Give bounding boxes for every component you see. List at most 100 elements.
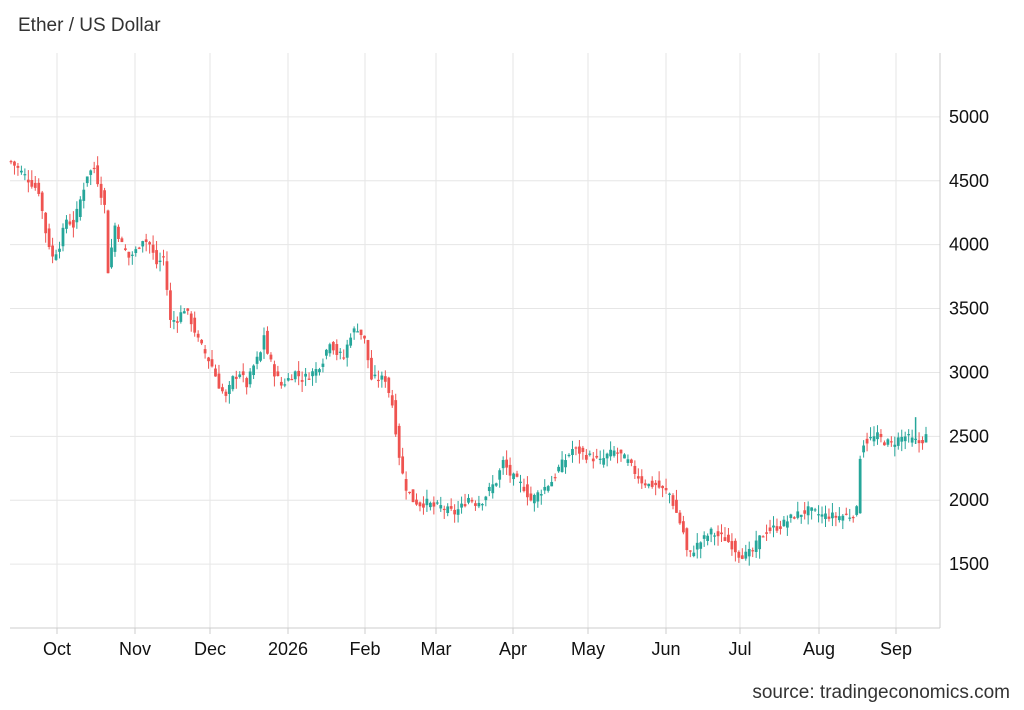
x-tick-label: May <box>571 639 605 659</box>
candle-body <box>595 455 599 458</box>
candle-body <box>709 528 713 535</box>
candle-body <box>470 499 474 502</box>
candle-body <box>307 378 311 380</box>
candle-body <box>630 459 633 463</box>
candle-body <box>335 344 339 355</box>
candle-body <box>290 378 294 381</box>
candle-body <box>82 189 86 201</box>
candle-body <box>314 369 318 376</box>
candle-body <box>266 330 269 354</box>
x-tick-label: Nov <box>119 639 151 659</box>
candle-body <box>259 352 262 361</box>
candle-body <box>924 434 928 443</box>
y-tick-label: 2000 <box>949 490 989 510</box>
chart-title: Ether / US Dollar <box>18 15 161 36</box>
candle-body <box>26 179 30 183</box>
candle-body <box>370 357 373 380</box>
candle-body <box>377 379 380 382</box>
candle-body <box>165 261 169 290</box>
candle-body <box>505 459 509 468</box>
candle-body <box>37 182 41 194</box>
candle-body <box>789 514 793 518</box>
candle-body <box>900 436 904 442</box>
candle-body <box>557 466 560 472</box>
candle-body <box>172 320 176 322</box>
candle-body <box>480 504 484 506</box>
candle-body <box>283 384 287 386</box>
candle-body <box>394 400 398 435</box>
candle-body <box>113 225 117 252</box>
candle-body <box>207 357 210 362</box>
candle-body <box>879 433 883 438</box>
candle-body <box>300 380 304 382</box>
candle-layer <box>9 156 928 566</box>
candle-body <box>526 484 529 498</box>
candle-body <box>58 248 61 252</box>
candle-body <box>96 165 100 185</box>
candle-body <box>623 454 626 459</box>
candle-body <box>633 465 637 474</box>
candle-body <box>519 481 522 484</box>
candle-body <box>716 531 720 537</box>
candle-body <box>515 473 519 477</box>
candle-body <box>692 552 696 557</box>
candle-body <box>33 182 37 188</box>
candle-body <box>221 387 224 392</box>
candle-body <box>872 436 876 442</box>
candle-body <box>560 459 564 473</box>
candle-body <box>186 308 190 311</box>
candle-body <box>636 476 640 479</box>
candle-body <box>158 260 162 263</box>
candle-body <box>907 434 911 436</box>
candle-body <box>293 371 297 380</box>
candle-body <box>127 251 131 258</box>
candle-body <box>685 528 689 551</box>
x-tick-label: Jun <box>651 639 680 659</box>
candle-body <box>345 344 349 358</box>
candle-body <box>779 526 782 529</box>
candle-body <box>903 436 907 442</box>
candle-body <box>529 493 533 501</box>
candle-body <box>567 454 571 457</box>
candle-body <box>117 226 120 239</box>
candle-body <box>553 477 557 479</box>
candle-body <box>792 517 796 519</box>
candle-body <box>217 373 221 389</box>
candle-body <box>331 342 335 351</box>
candle-body <box>539 494 543 496</box>
candle-body <box>730 541 734 550</box>
y-tick-label: 3000 <box>949 362 989 382</box>
candle-body <box>20 170 23 173</box>
candle-body <box>238 374 242 377</box>
candle-body <box>889 441 893 443</box>
x-tick-label: Jul <box>728 639 751 659</box>
candle-body <box>598 458 602 460</box>
source-credit: source: tradingeconomics.com <box>752 682 1010 703</box>
candle-body <box>130 254 134 256</box>
candle-body <box>564 460 567 468</box>
candle-body <box>758 535 762 550</box>
candle-body <box>196 333 200 338</box>
candle-body <box>352 328 356 333</box>
candle-body <box>837 516 841 521</box>
candle-body <box>380 375 384 380</box>
candle-body <box>869 437 872 439</box>
candle-body <box>487 486 491 492</box>
x-tick-label: Apr <box>499 639 527 659</box>
x-tick-label: Sep <box>880 639 912 659</box>
candle-body <box>477 502 481 507</box>
candle-body <box>827 516 831 519</box>
candle-body <box>297 370 301 377</box>
candle-body <box>30 179 34 187</box>
candle-body <box>806 506 810 516</box>
candle-body <box>713 535 716 537</box>
candle-body <box>616 452 619 454</box>
candle-body <box>411 489 415 503</box>
candle-body <box>155 250 158 265</box>
candle-body <box>678 512 682 524</box>
candle-body <box>269 354 273 360</box>
candle-body <box>255 356 259 364</box>
candle-body <box>99 183 103 198</box>
candle-body <box>733 540 737 553</box>
candle-body <box>536 492 540 502</box>
